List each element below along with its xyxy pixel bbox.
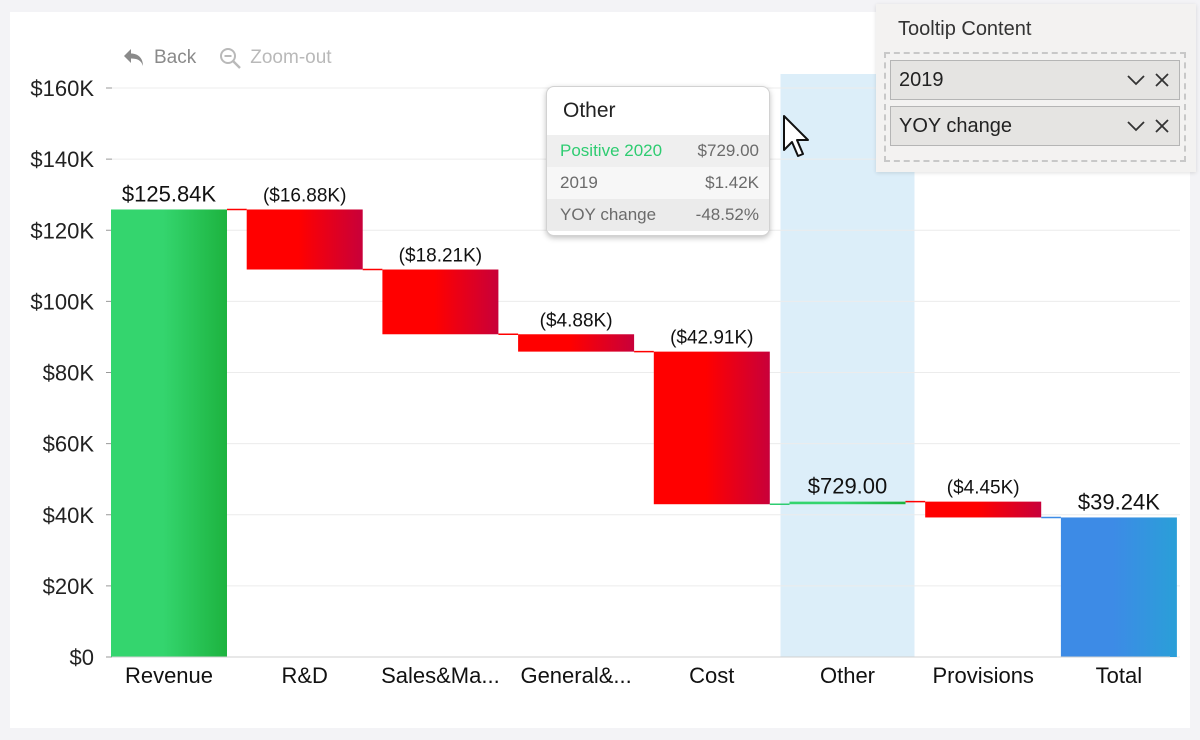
- x-tick-label: Sales&Ma...: [381, 663, 500, 688]
- mouse-pointer-icon: [782, 114, 812, 167]
- x-tick-label: Total: [1096, 663, 1142, 688]
- data-label: $125.84K: [122, 181, 217, 206]
- back-label: Back: [154, 47, 197, 68]
- bar: [1060, 517, 1177, 657]
- tooltip-row: 2019 $1.42K: [547, 167, 769, 199]
- bar: [382, 269, 499, 335]
- y-tick-label: $0: [70, 645, 94, 670]
- tooltip-row-label: YOY change: [560, 205, 657, 224]
- y-tick-label: $160K: [30, 76, 94, 101]
- data-label: $39.24K: [1078, 489, 1160, 514]
- y-tick-label: $20K: [43, 574, 95, 599]
- y-tick-label: $40K: [43, 503, 95, 528]
- tooltip-row-value: $1.42K: [705, 173, 759, 192]
- data-label: ($4.88K): [540, 310, 613, 331]
- data-label: ($18.21K): [399, 246, 482, 267]
- data-label: ($16.88K): [263, 185, 346, 206]
- y-tick-label: $140K: [30, 147, 94, 172]
- panel-title: Tooltip Content: [898, 18, 1032, 40]
- back-arrow-icon: [122, 47, 146, 69]
- tooltip-row: YOY change -48.52%: [547, 199, 769, 231]
- close-icon[interactable]: [1149, 119, 1175, 133]
- bar: [111, 209, 227, 657]
- field-label: YOY change: [899, 114, 1013, 137]
- y-tick-label: $120K: [30, 218, 94, 243]
- data-label: ($42.91K): [670, 328, 753, 349]
- y-tick-label: $60K: [43, 432, 95, 457]
- field-pill-2019[interactable]: 2019: [890, 60, 1180, 100]
- chevron-down-icon[interactable]: [1123, 74, 1149, 86]
- field-drop-zone[interactable]: 2019 YOY change: [884, 52, 1186, 162]
- zoom-out-button[interactable]: Zoom-out: [218, 46, 332, 70]
- zoom-out-icon: [218, 46, 242, 70]
- tooltip-row-label: Positive 2020: [560, 141, 663, 160]
- chart-toolbar: Back Zoom-out: [122, 46, 332, 70]
- back-button[interactable]: Back: [122, 46, 196, 70]
- x-tick-label: R&D: [281, 663, 327, 688]
- bar: [518, 334, 635, 352]
- x-tick-label: Revenue: [125, 663, 213, 688]
- chart-tooltip: Other Positive 2020 $729.00 2019 $1.42K …: [546, 86, 770, 236]
- x-tick-label: Cost: [689, 663, 734, 688]
- data-label: $729.00: [808, 474, 888, 499]
- tooltip-row-value: $729.00: [697, 141, 759, 160]
- bar: [653, 351, 770, 505]
- bar: [246, 209, 363, 270]
- zoom-out-label: Zoom-out: [250, 47, 332, 68]
- y-tick-label: $100K: [30, 289, 94, 314]
- field-pill-yoy-change[interactable]: YOY change: [890, 106, 1180, 146]
- tooltip-title: Other: [563, 99, 616, 122]
- y-tick-label: $80K: [43, 361, 95, 386]
- field-label: 2019: [899, 68, 944, 91]
- tooltip-content-panel: Tooltip Content 2019 YOY change: [876, 4, 1196, 172]
- x-tick-label: General&...: [520, 663, 631, 688]
- x-tick-label: Other: [820, 663, 875, 688]
- data-label: ($4.45K): [947, 478, 1020, 499]
- tooltip-row-value: -48.52%: [695, 205, 759, 224]
- tooltip-row-label: 2019: [560, 173, 598, 192]
- bar: [925, 501, 1042, 518]
- bar: [789, 501, 906, 505]
- x-tick-label: Provisions: [932, 663, 1033, 688]
- chevron-down-icon[interactable]: [1123, 120, 1149, 132]
- tooltip-row: Positive 2020 $729.00: [547, 135, 769, 167]
- close-icon[interactable]: [1149, 73, 1175, 87]
